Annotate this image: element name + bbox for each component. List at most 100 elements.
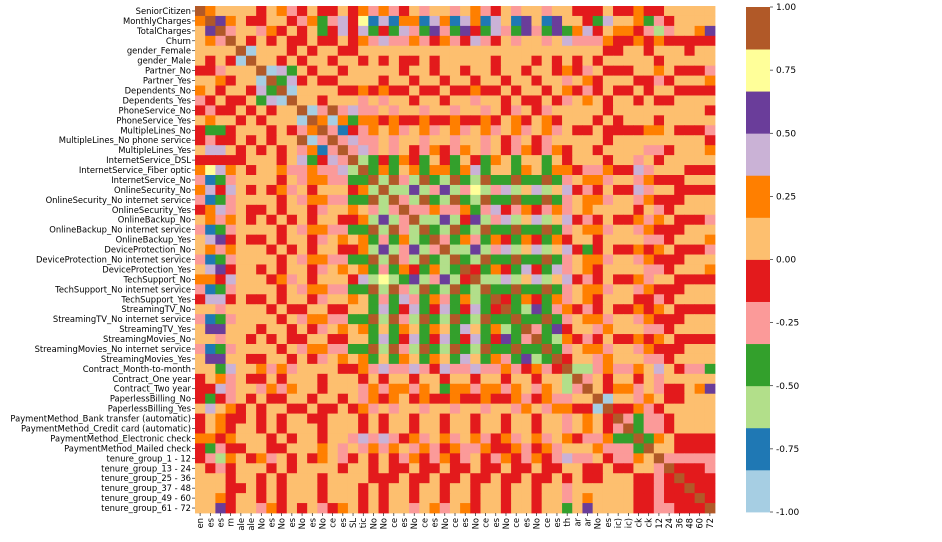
heatmap-cell bbox=[654, 205, 665, 215]
heatmap-cell bbox=[317, 36, 328, 46]
heatmap-cell bbox=[317, 304, 328, 314]
heatmap-cell bbox=[215, 66, 226, 76]
heatmap-cell bbox=[256, 294, 267, 304]
heatmap-cell bbox=[307, 264, 318, 274]
heatmap-cell bbox=[511, 255, 522, 265]
heatmap-cell bbox=[521, 424, 532, 434]
heatmap-cell bbox=[317, 264, 328, 274]
heatmap-cell bbox=[215, 115, 226, 125]
heatmap-cell bbox=[215, 334, 226, 344]
heatmap-cell bbox=[593, 6, 604, 16]
heatmap-cell bbox=[531, 374, 542, 384]
heatmap-cell bbox=[389, 225, 400, 235]
heatmap-cell bbox=[277, 443, 288, 453]
y-tick-label: MultipleLines_Yes bbox=[118, 145, 191, 155]
heatmap-cell bbox=[328, 314, 339, 324]
heatmap-cell bbox=[430, 6, 441, 16]
heatmap-cell bbox=[338, 76, 349, 86]
heatmap-cell bbox=[307, 473, 318, 483]
heatmap-cell bbox=[644, 195, 655, 205]
heatmap-cell bbox=[409, 433, 420, 443]
heatmap-cell bbox=[440, 453, 451, 463]
heatmap-cell bbox=[521, 185, 532, 195]
heatmap-cell bbox=[633, 483, 644, 493]
heatmap-cell bbox=[644, 165, 655, 175]
heatmap-cell bbox=[246, 76, 257, 86]
heatmap-cell bbox=[552, 424, 563, 434]
heatmap-cell bbox=[644, 324, 655, 334]
heatmap-cell bbox=[307, 483, 318, 493]
heatmap-cell bbox=[470, 374, 481, 384]
heatmap-cell bbox=[389, 483, 400, 493]
heatmap-cell bbox=[328, 503, 339, 513]
x-tick-label: ar bbox=[583, 517, 593, 526]
heatmap-cell bbox=[317, 145, 328, 155]
heatmap-cell bbox=[215, 374, 226, 384]
heatmap-cell bbox=[236, 195, 247, 205]
heatmap-cell bbox=[338, 294, 349, 304]
heatmap-cell bbox=[399, 125, 410, 135]
heatmap-cell bbox=[246, 374, 257, 384]
heatmap-cell bbox=[307, 443, 318, 453]
y-tick-label: StreamingMovies_Yes bbox=[101, 354, 191, 364]
heatmap-cell bbox=[430, 433, 441, 443]
heatmap-cell bbox=[430, 493, 441, 503]
heatmap-cell bbox=[582, 384, 593, 394]
heatmap-cell bbox=[277, 324, 288, 334]
heatmap-cell bbox=[450, 314, 461, 324]
heatmap-cell bbox=[603, 205, 614, 215]
heatmap-cell bbox=[430, 86, 441, 96]
heatmap-cell bbox=[317, 334, 328, 344]
heatmap-cell bbox=[307, 86, 318, 96]
colorbar-segment bbox=[746, 302, 770, 344]
heatmap-cell bbox=[307, 125, 318, 135]
heatmap-cell bbox=[358, 284, 369, 294]
heatmap-cell bbox=[450, 404, 461, 414]
heatmap-cell bbox=[603, 334, 614, 344]
heatmap-cell bbox=[195, 66, 206, 76]
heatmap-cell bbox=[613, 36, 624, 46]
heatmap-cell bbox=[684, 145, 695, 155]
heatmap-cell bbox=[277, 86, 288, 96]
heatmap-cell bbox=[603, 394, 614, 404]
heatmap-cell bbox=[287, 324, 298, 334]
heatmap-cell bbox=[470, 443, 481, 453]
heatmap-cell bbox=[480, 76, 491, 86]
heatmap-cell bbox=[440, 16, 451, 26]
heatmap-cell bbox=[440, 76, 451, 86]
heatmap-cell bbox=[389, 145, 400, 155]
heatmap-cell bbox=[542, 493, 553, 503]
heatmap-cell bbox=[195, 56, 206, 66]
heatmap-cell bbox=[572, 255, 583, 265]
heatmap-cell bbox=[480, 115, 491, 125]
heatmap-cell bbox=[582, 414, 593, 424]
heatmap-cell bbox=[297, 56, 308, 66]
heatmap-cell bbox=[348, 314, 359, 324]
heatmap-cell bbox=[205, 205, 216, 215]
heatmap-cell bbox=[389, 463, 400, 473]
heatmap-cell bbox=[450, 304, 461, 314]
heatmap-cell bbox=[654, 215, 665, 225]
heatmap-cell bbox=[215, 185, 226, 195]
heatmap-cell bbox=[593, 314, 604, 324]
heatmap-cell bbox=[460, 56, 471, 66]
heatmap-cell bbox=[542, 185, 553, 195]
heatmap-cell bbox=[501, 195, 512, 205]
heatmap-cell bbox=[582, 255, 593, 265]
heatmap-cell bbox=[338, 384, 349, 394]
heatmap-cell bbox=[470, 66, 481, 76]
heatmap-cell bbox=[450, 36, 461, 46]
heatmap-cell bbox=[226, 424, 237, 434]
heatmap-cell bbox=[328, 255, 339, 265]
heatmap-cell bbox=[317, 324, 328, 334]
heatmap-cell bbox=[297, 463, 308, 473]
heatmap-cell bbox=[368, 414, 379, 424]
heatmap-cell bbox=[491, 195, 502, 205]
heatmap-cell bbox=[705, 205, 716, 215]
heatmap-cell bbox=[491, 414, 502, 424]
heatmap-cell bbox=[542, 135, 553, 145]
heatmap-cell bbox=[450, 433, 461, 443]
heatmap-cell bbox=[368, 294, 379, 304]
heatmap-cell bbox=[338, 264, 349, 274]
x-tick-label: SL bbox=[348, 518, 358, 528]
